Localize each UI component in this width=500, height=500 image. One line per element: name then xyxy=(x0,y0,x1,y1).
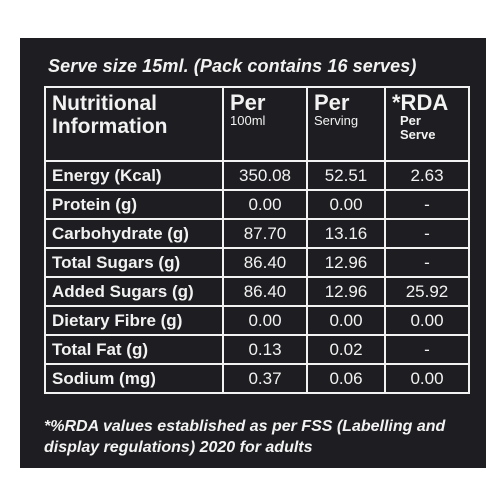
header-per-100ml: Per 100ml xyxy=(222,86,308,162)
header-per-label: Per xyxy=(230,90,266,115)
value-per-serving: 0.00 xyxy=(306,305,386,336)
nutrition-table: Nutritional Information Per 100ml Per Se… xyxy=(44,86,470,394)
value-per-serving: 0.00 xyxy=(306,189,386,220)
value-per-serving: 13.16 xyxy=(306,218,386,249)
value-per-serving: 52.51 xyxy=(306,160,386,191)
value-rda: 0.00 xyxy=(384,305,470,336)
value-per-100ml: 86.40 xyxy=(222,276,308,307)
header-rda: *RDA Per Serve xyxy=(384,86,470,162)
header-serving-label: Serving xyxy=(314,113,359,128)
table-row: Dietary Fibre (g) 0.00 0.00 0.00 xyxy=(44,305,470,336)
value-per-serving: 12.96 xyxy=(306,247,386,278)
nutrient-name: Carbohydrate (g) xyxy=(44,218,224,249)
table-row: Sodium (mg) 0.37 0.06 0.00 xyxy=(44,363,470,394)
table-row: Total Sugars (g) 86.40 12.96- xyxy=(44,247,470,278)
table-row: Energy (Kcal) 350.08 52.51 2.63 xyxy=(44,160,470,191)
nutrient-name: Dietary Fibre (g) xyxy=(44,305,224,336)
table-row: Total Fat (g) 0.13 0.02- xyxy=(44,334,470,365)
value-rda: 25.92 xyxy=(384,276,470,307)
value-per-serving: 12.96 xyxy=(306,276,386,307)
table-row: Protein (g) 0.00 0.00- xyxy=(44,189,470,220)
value-per-100ml: 87.70 xyxy=(222,218,308,249)
table-row: Added Sugars (g) 86.40 12.96 25.92 xyxy=(44,276,470,307)
value-rda: 0.00 xyxy=(384,363,470,394)
header-rda-per-label: Per xyxy=(400,113,421,128)
header-100ml-label: 100ml xyxy=(230,113,266,128)
nutrient-name: Added Sugars (g) xyxy=(44,276,224,307)
value-rda: - xyxy=(384,334,470,365)
serve-size-text: Serve size 15ml. (Pack contains 16 serve… xyxy=(48,56,417,76)
value-per-serving: 0.02 xyxy=(306,334,386,365)
value-per-100ml: 350.08 xyxy=(222,160,308,191)
value-per-100ml: 86.40 xyxy=(222,247,308,278)
nutrient-name: Protein (g) xyxy=(44,189,224,220)
header-per-serving: Per Serving xyxy=(306,86,386,162)
nutrition-label: Serve size 15ml. (Pack contains 16 serve… xyxy=(20,38,486,468)
nutrient-name: Total Sugars (g) xyxy=(44,247,224,278)
header-title: Nutritional Information xyxy=(52,92,168,138)
value-rda: - xyxy=(384,247,470,278)
value-per-100ml: 0.13 xyxy=(222,334,308,365)
value-per-100ml: 0.00 xyxy=(222,305,308,336)
header-nutritional-information: Nutritional Information xyxy=(44,86,224,162)
nutrient-name: Energy (Kcal) xyxy=(44,160,224,191)
value-per-100ml: 0.37 xyxy=(222,363,308,394)
rda-footnote: *%RDA values established as per FSS (Lab… xyxy=(44,418,446,456)
table-header-row: Nutritional Information Per 100ml Per Se… xyxy=(44,86,470,162)
nutrient-name: Sodium (mg) xyxy=(44,363,224,394)
header-rda-serve-label: Serve xyxy=(400,127,436,142)
value-rda: - xyxy=(384,189,470,220)
header-per-label: Per xyxy=(314,90,350,115)
value-rda: 2.63 xyxy=(384,160,470,191)
value-rda: - xyxy=(384,218,470,249)
table-row: Carbohydrate (g) 87.70 13.16- xyxy=(44,218,470,249)
value-per-serving: 0.06 xyxy=(306,363,386,394)
nutrient-name: Total Fat (g) xyxy=(44,334,224,365)
header-rda-label: *RDA xyxy=(392,90,449,115)
value-per-100ml: 0.00 xyxy=(222,189,308,220)
